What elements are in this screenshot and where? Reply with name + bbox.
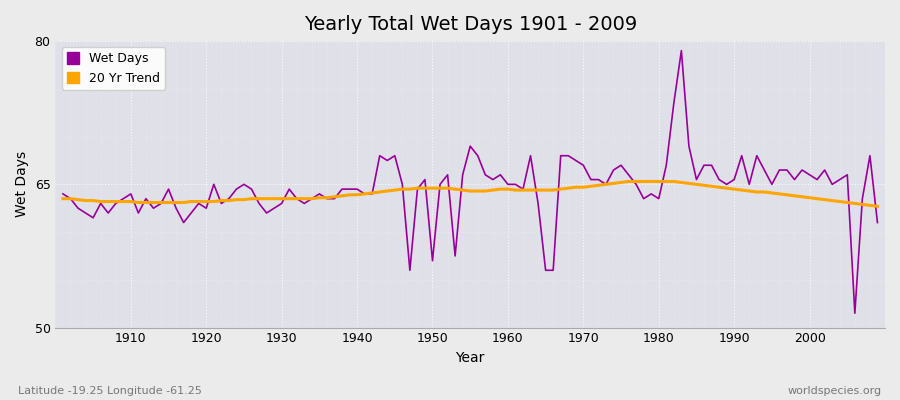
- 20 Yr Trend: [593, 183, 604, 188]
- 20 Yr Trend: [329, 194, 340, 199]
- Wet Days: [329, 196, 340, 201]
- 20 Yr Trend: [872, 204, 883, 209]
- 20 Yr Trend: [284, 196, 294, 201]
- 20 Yr Trend: [495, 187, 506, 192]
- X-axis label: Year: Year: [455, 351, 485, 365]
- Wet Days: [593, 177, 604, 182]
- Y-axis label: Wet Days: Wet Days: [15, 151, 29, 218]
- Wet Days: [676, 48, 687, 53]
- Wet Days: [502, 182, 513, 187]
- Wet Days: [872, 220, 883, 225]
- Legend: Wet Days, 20 Yr Trend: Wet Days, 20 Yr Trend: [62, 47, 166, 90]
- Line: 20 Yr Trend: 20 Yr Trend: [63, 182, 878, 206]
- 20 Yr Trend: [118, 199, 129, 204]
- 20 Yr Trend: [623, 179, 634, 184]
- Wet Days: [850, 311, 860, 316]
- Title: Yearly Total Wet Days 1901 - 2009: Yearly Total Wet Days 1901 - 2009: [303, 15, 637, 34]
- Text: Latitude -19.25 Longitude -61.25: Latitude -19.25 Longitude -61.25: [18, 386, 202, 396]
- Wet Days: [118, 196, 129, 201]
- Text: worldspecies.org: worldspecies.org: [788, 386, 882, 396]
- Line: Wet Days: Wet Days: [63, 51, 878, 313]
- 20 Yr Trend: [58, 196, 68, 201]
- Wet Days: [58, 192, 68, 196]
- Wet Days: [284, 187, 294, 192]
- Wet Days: [495, 172, 506, 177]
- 20 Yr Trend: [502, 187, 513, 192]
